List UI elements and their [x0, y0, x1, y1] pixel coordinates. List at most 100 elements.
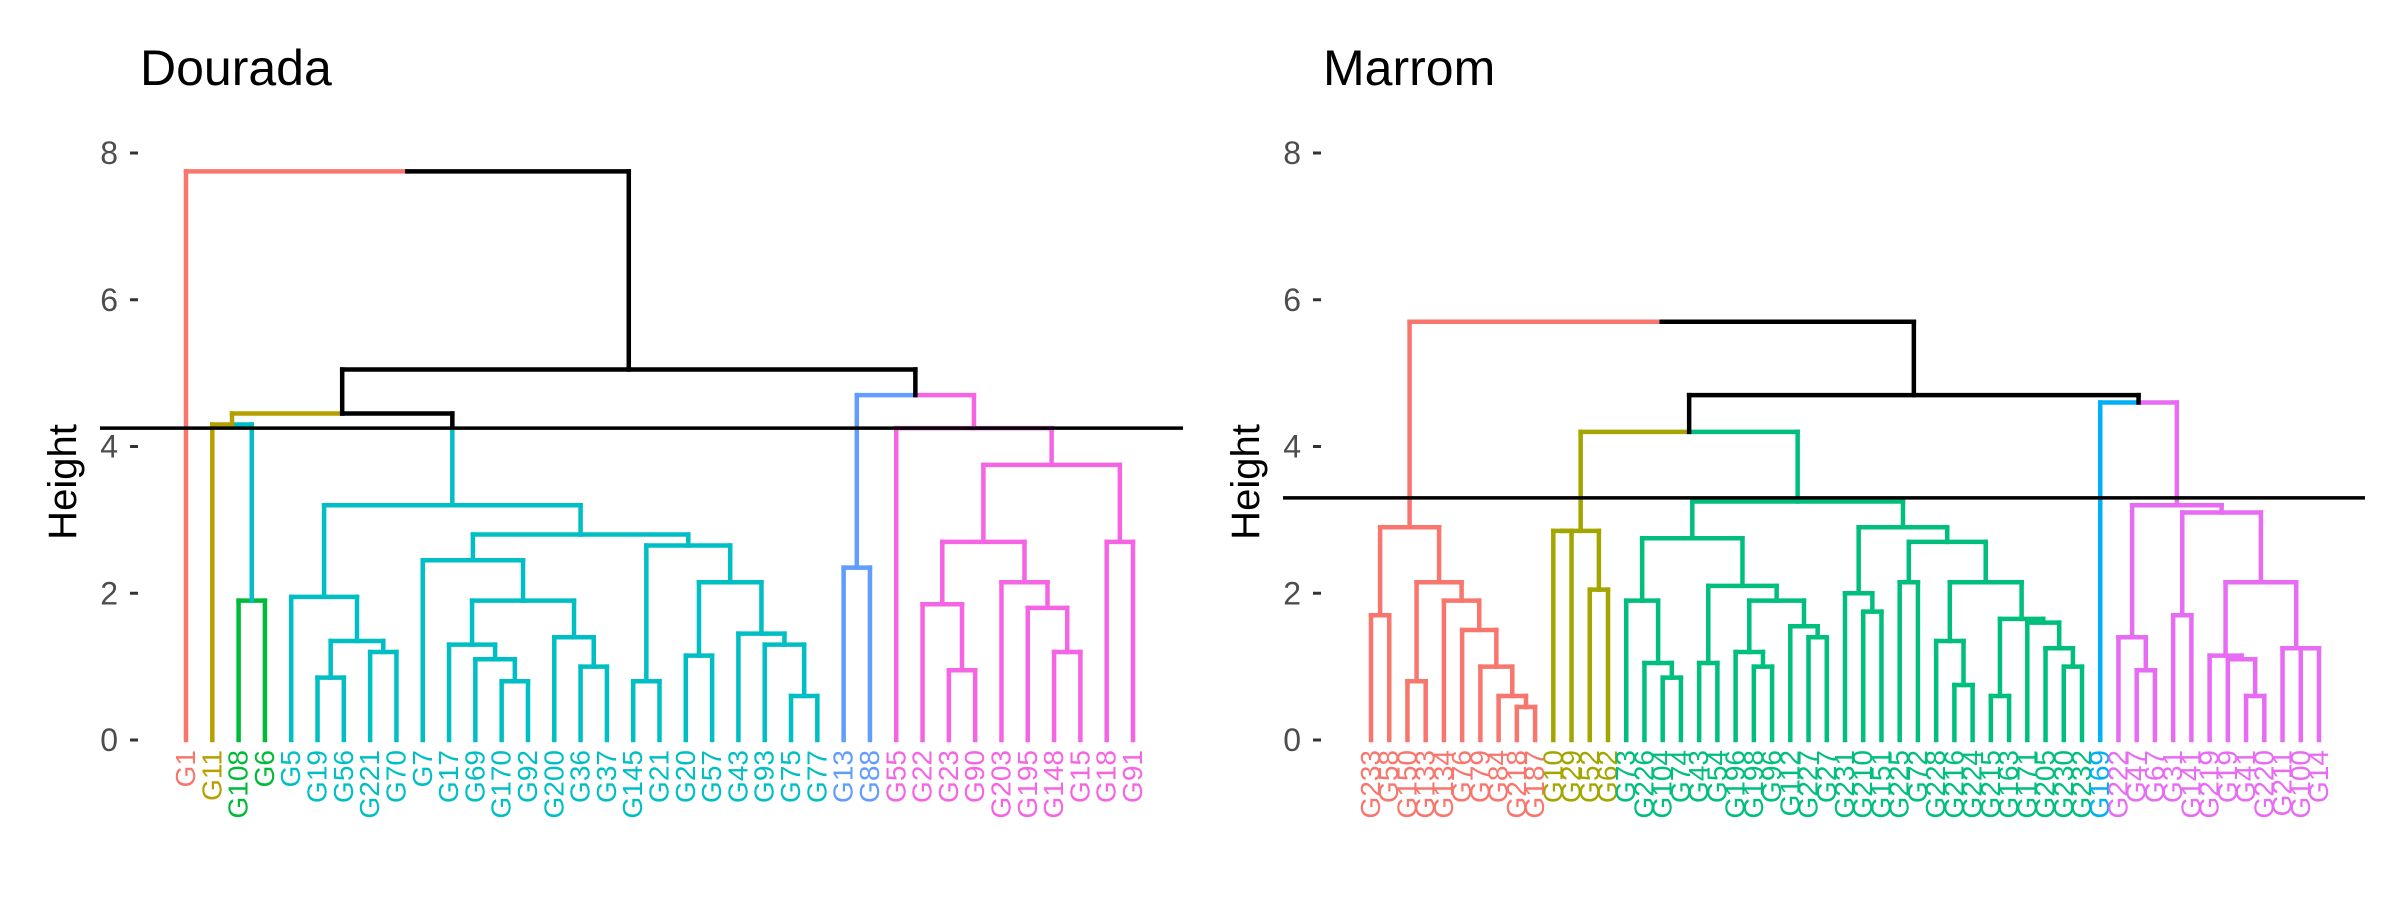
leaf-label: G221	[354, 750, 385, 819]
leaf-label: G96	[1756, 750, 1787, 803]
panel-title-dourada: Dourada	[140, 40, 332, 96]
leaf-label: G73	[1610, 750, 1641, 803]
leaf-label: G104	[1647, 750, 1678, 819]
leaf-label: G23	[933, 750, 964, 803]
leaf-label: G134	[1428, 750, 1459, 819]
y-axis-label-marrom: Height	[1224, 424, 1268, 540]
leaf-label: G141	[2175, 750, 2206, 819]
leaf-label: G133	[1410, 750, 1441, 819]
y-tick-label: 4	[100, 429, 118, 465]
leaf-label: G18	[1091, 750, 1122, 803]
leaf-label: G88	[854, 750, 885, 803]
leaf-label: G90	[959, 750, 990, 803]
leaf-label: G195	[1012, 750, 1043, 819]
leaf-label: G230	[2048, 750, 2079, 819]
leaf-label: G231	[1829, 750, 1860, 819]
leaf-label: G10	[1537, 750, 1568, 803]
leaf-label: G219	[2194, 750, 2225, 819]
leaf-label: G77	[801, 750, 832, 803]
leaf-label: G13	[828, 750, 859, 803]
leaf-label: G15	[1064, 750, 1095, 803]
leaf-label: G21	[644, 750, 675, 803]
y-tick-label: 0	[1283, 722, 1301, 758]
leaf-label: G29	[1556, 750, 1587, 803]
leaf-label: G76	[1446, 750, 1477, 803]
y-tick-label: 0	[100, 722, 118, 758]
leaf-label: G72	[1902, 750, 1933, 803]
leaf-label: G200	[538, 750, 569, 819]
panel-title-marrom: Marrom	[1323, 40, 1495, 96]
leaf-label: G62	[1592, 750, 1623, 803]
leaf-labels-dourada: G1G11G108G6G5G19G56G221G70G7G17G69G170G9…	[170, 750, 1148, 819]
leaf-label: G228	[1920, 750, 1951, 819]
leaf-label: G227	[1793, 750, 1824, 819]
leaf-label: G205	[2030, 750, 2061, 819]
leaf-label: G196	[1720, 750, 1751, 819]
y-tick-label: 8	[1283, 135, 1301, 171]
leaf-label: G151	[1865, 750, 1896, 819]
y-tick-label: 6	[1283, 282, 1301, 318]
leaf-label: G169	[2084, 750, 2115, 819]
leaf-label: G43	[1683, 750, 1714, 803]
leaf-label: G19	[2212, 750, 2243, 803]
leaf-label: G215	[1975, 750, 2006, 819]
leaf-label: G22	[907, 750, 938, 803]
leaf-label: G226	[1628, 750, 1659, 819]
y-tick-label: 6	[100, 282, 118, 318]
leaf-label: G1	[170, 750, 201, 787]
leaf-label: G108	[223, 750, 254, 819]
leaf-label: G52	[1574, 750, 1605, 803]
leaf-label: G27	[1811, 750, 1842, 803]
leaf-label: G93	[749, 750, 780, 803]
leaf-labels-marrom: G233G58G150G133G134G76G79G84G218G187G10G…	[1355, 750, 2334, 819]
leaf-label: G211	[2267, 750, 2298, 816]
leaf-label: G5	[275, 750, 306, 787]
leaf-label: G43	[722, 750, 753, 803]
leaf-label: G37	[591, 750, 622, 803]
leaf-label: G31	[2157, 750, 2188, 803]
leaf-label: G112	[1774, 750, 1805, 816]
dendrogram-dourada	[100, 169, 1183, 743]
leaf-label: G232	[2066, 750, 2097, 819]
leaf-label: G6	[249, 750, 280, 787]
leaf-label: G150	[1391, 750, 1422, 819]
leaf-label: G225	[1884, 750, 1915, 819]
leaf-label: G171	[2011, 750, 2042, 819]
leaf-label: G20	[670, 750, 701, 803]
leaf-label: G75	[775, 750, 806, 803]
leaf-label: G41	[2230, 750, 2261, 803]
leaf-label: G220	[2248, 750, 2279, 819]
leaf-label: G79	[1464, 750, 1495, 803]
y-tick-label: 2	[100, 575, 118, 611]
leaf-label: G55	[880, 750, 911, 803]
leaf-label: G92	[512, 750, 543, 803]
y-tick-label: 8	[100, 135, 118, 171]
y-axis-label-dourada: Height	[41, 424, 85, 540]
leaf-label: G36	[565, 750, 596, 803]
leaf-label: G70	[380, 750, 411, 803]
leaf-label: G163	[1993, 750, 2024, 819]
leaf-label: G67	[2139, 750, 2170, 803]
y-axis-dourada: 0 2 4 6 8	[100, 135, 138, 758]
leaf-label: G7	[407, 750, 438, 787]
leaf-label: G56	[328, 750, 359, 803]
leaf-label: G14	[2303, 750, 2334, 803]
leaf-label: G19	[302, 750, 333, 803]
leaf-label: G198	[1738, 750, 1769, 819]
dendrogram-marrom	[1283, 319, 2365, 743]
leaf-label: G218	[1501, 750, 1532, 819]
leaf-label: G224	[1957, 750, 1988, 819]
leaf-label: G187	[1519, 750, 1550, 819]
leaf-label: G170	[486, 750, 517, 819]
leaf-label: G100	[2285, 750, 2316, 819]
leaf-label: G11	[196, 750, 227, 801]
panel-dourada: Dourada Height 0 2 4 6 8 G1G11G108G6G5G19G56…	[41, 40, 1183, 819]
y-axis-marrom: 0 2 4 6 8	[1283, 135, 1321, 758]
leaf-label: G54	[1701, 750, 1732, 803]
leaf-label: G148	[1038, 750, 1069, 819]
leaf-label: G216	[1938, 750, 1969, 819]
leaf-label: G47	[2121, 750, 2152, 803]
leaf-label: G57	[696, 750, 727, 803]
leaf-label: G91	[1117, 750, 1148, 803]
y-tick-label: 4	[1283, 429, 1301, 465]
